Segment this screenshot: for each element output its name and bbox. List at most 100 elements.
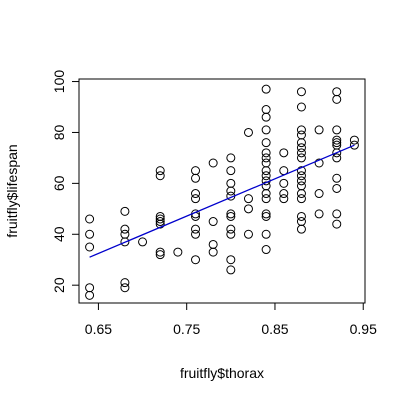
data-point xyxy=(226,153,236,163)
x-tick-label: 0.65 xyxy=(85,321,112,337)
data-point xyxy=(296,189,306,199)
data-point xyxy=(208,158,218,168)
regression-line xyxy=(89,144,355,258)
data-point xyxy=(332,125,342,135)
x-axis-label: fruitfly$thorax xyxy=(180,365,264,381)
data-point xyxy=(120,283,130,293)
data-point xyxy=(261,138,271,148)
data-point xyxy=(332,135,342,145)
data-point xyxy=(261,105,271,115)
data-point xyxy=(261,194,271,204)
data-point xyxy=(314,125,324,135)
data-point xyxy=(261,153,271,163)
data-point xyxy=(296,194,306,204)
data-point xyxy=(261,245,271,255)
data-point xyxy=(296,87,306,97)
data-point xyxy=(261,209,271,219)
data-point xyxy=(226,255,236,265)
data-point xyxy=(208,247,218,257)
data-point xyxy=(191,224,201,234)
data-point xyxy=(191,166,201,176)
data-point xyxy=(208,217,218,227)
data-point xyxy=(296,130,306,140)
data-point xyxy=(261,112,271,122)
data-point xyxy=(226,186,236,196)
data-point xyxy=(261,158,271,168)
data-point xyxy=(261,189,271,199)
data-point xyxy=(349,135,359,145)
data-point xyxy=(155,247,165,257)
data-point xyxy=(279,189,289,199)
data-point xyxy=(120,206,130,216)
x-tick-label: 0.95 xyxy=(350,321,377,337)
x-tick-label: 0.75 xyxy=(173,321,200,337)
x-tick-label: 0.85 xyxy=(261,321,288,337)
data-point xyxy=(332,138,342,148)
data-point xyxy=(296,125,306,135)
data-point xyxy=(261,166,271,176)
data-point xyxy=(226,229,236,239)
data-point xyxy=(332,148,342,158)
data-point xyxy=(261,84,271,94)
data-point xyxy=(120,237,130,247)
data-point xyxy=(296,153,306,163)
data-point xyxy=(332,209,342,219)
data-point xyxy=(296,176,306,186)
data-point xyxy=(332,94,342,104)
data-point xyxy=(296,138,306,148)
data-point xyxy=(191,173,201,183)
data-point xyxy=(243,194,253,204)
data-point xyxy=(191,194,201,204)
data-points xyxy=(85,84,359,300)
data-point xyxy=(243,229,253,239)
data-point xyxy=(296,143,306,153)
data-point xyxy=(261,148,271,158)
data-point xyxy=(279,194,289,204)
data-point xyxy=(332,153,342,163)
data-point xyxy=(296,148,306,158)
data-point xyxy=(226,209,236,219)
data-point xyxy=(155,171,165,181)
data-point xyxy=(332,87,342,97)
data-point xyxy=(296,224,306,234)
data-point xyxy=(191,229,201,239)
data-point xyxy=(120,224,130,234)
data-point xyxy=(191,255,201,265)
data-point xyxy=(296,217,306,227)
data-point xyxy=(314,209,324,219)
y-axis-label: fruitfly$lifespan xyxy=(4,144,20,237)
y-tick-label: 20 xyxy=(51,277,67,293)
data-point xyxy=(226,211,236,221)
data-point xyxy=(173,247,183,257)
data-point xyxy=(243,204,253,214)
data-point xyxy=(120,278,130,288)
data-point xyxy=(120,229,130,239)
x-axis: 0.65 0.75 0.85 0.95 xyxy=(85,302,377,337)
data-point xyxy=(226,265,236,275)
data-point xyxy=(279,178,289,188)
y-tick-label: 100 xyxy=(51,70,67,94)
data-point xyxy=(314,189,324,199)
data-point xyxy=(296,171,306,181)
data-point xyxy=(332,219,342,229)
data-point xyxy=(85,229,95,239)
data-point xyxy=(85,283,95,293)
data-point xyxy=(226,178,236,188)
data-point xyxy=(155,219,165,229)
data-point xyxy=(85,214,95,224)
y-axis: 20 40 60 80 100 xyxy=(51,70,80,293)
data-point xyxy=(261,171,271,181)
data-point xyxy=(191,189,201,199)
data-point xyxy=(261,229,271,239)
data-point xyxy=(261,125,271,135)
data-point xyxy=(226,166,236,176)
data-point xyxy=(332,173,342,183)
data-point xyxy=(243,127,253,137)
data-point xyxy=(296,102,306,112)
y-tick-label: 60 xyxy=(51,175,67,191)
data-point xyxy=(155,214,165,224)
data-point xyxy=(155,166,165,176)
y-tick-label: 80 xyxy=(51,124,67,140)
data-point xyxy=(155,217,165,227)
